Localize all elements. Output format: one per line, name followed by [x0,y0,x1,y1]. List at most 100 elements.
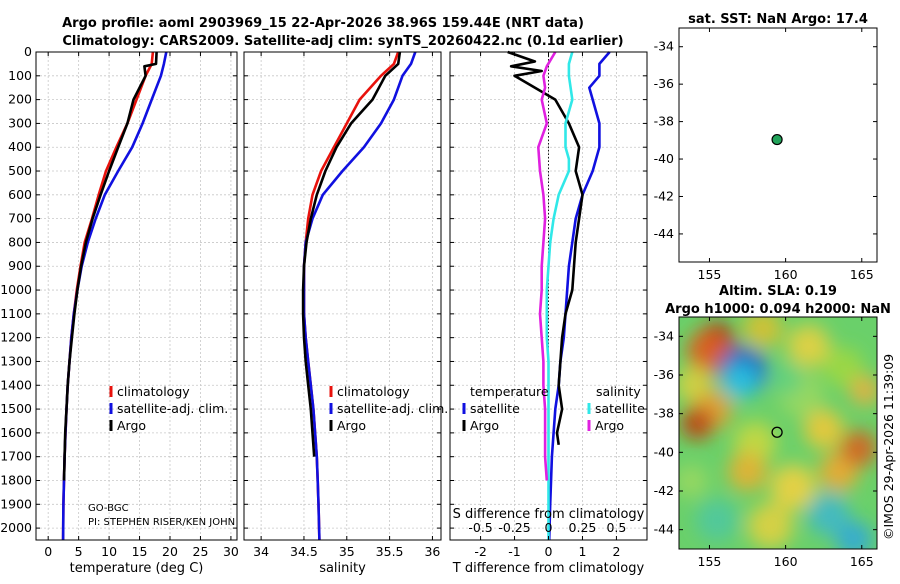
y-tick-label: 1600 [0,425,32,440]
y-tick-label: 500 [8,163,32,178]
title-line-2: Climatology: CARS2009. Satellite-adj cli… [62,34,623,49]
y-tick-label: 400 [8,139,32,154]
legend-entry-label: satellite-adj. clim. [117,401,228,416]
legend-temperature-title: temperature [470,384,549,399]
y-tick-label: 300 [8,115,32,130]
y-tick-label: -40 [654,444,674,459]
imos-credit: ©IMOS 29-Apr-2026 11:39:09 [881,354,896,540]
series-line-s-satellite [545,51,574,540]
x-tick-label: 35 [339,544,355,559]
y-tick-label: -38 [654,114,674,129]
sla-anomaly-blob [803,409,844,449]
x-tick-label: 15 [132,544,148,559]
sla-anomaly-blob [679,464,708,499]
y-tick-label: -34 [654,328,674,343]
title-line-1: Argo profile: aoml 2903969_15 22-Apr-202… [62,16,584,31]
y-tick-label: -34 [654,39,674,54]
sla-anomaly-blob [787,324,830,368]
series-line-satellite-adj-clim- [302,51,417,541]
x-axis-label: T difference from climatology [452,561,645,576]
y-tick-label: 200 [8,92,32,107]
y-tick-label: 1000 [0,282,32,297]
s-scale-tick-label: 0 [545,520,553,535]
sla-heatmap [679,317,877,549]
y-tick-label: -36 [654,76,674,91]
x-axis-label: temperature (deg C) [70,561,204,576]
y-tick-label: 0 [24,44,32,59]
y-tick-label: 600 [8,187,32,202]
y-tick-label: 800 [8,234,32,249]
s-scale-tick-label: 0.5 [606,520,626,535]
grid-lines [450,51,647,540]
sla-anomaly-blob [680,406,715,441]
y-tick-label: 1900 [0,496,32,511]
series-line-argo [62,51,158,481]
grid-lines [244,51,441,540]
legend-entry-label: satellite-adj. clim. [337,401,448,416]
y-tick-label: -38 [654,406,674,421]
difference-panel: -2 -1 0 1 2 T difference from climatology -0.5… [449,50,648,576]
x-tick-label: 34.5 [290,544,318,559]
s-scale-tick-label: -0.25 [498,520,530,535]
y-tick-label: -44 [654,226,674,241]
legend-entry-label: Argo [470,418,499,433]
y-tick-label: 1100 [0,306,32,321]
x-tick-label: 20 [162,544,178,559]
sla-anomaly-blob [835,521,873,549]
y-tick-label: 100 [8,68,32,83]
x-tick-label: 155 [698,267,722,282]
legend-entry-label: Argo [595,418,624,433]
y-tick-label: 1500 [0,401,32,416]
x-tick-label: 155 [698,554,722,569]
y-tick-label: -40 [654,151,674,166]
x-tick-label: 30 [223,544,239,559]
y-tick-label: -42 [654,483,674,498]
sla-anomaly-blob [840,430,877,467]
legend-entry-label: Argo [337,418,366,433]
y-tick-label: -42 [654,188,674,203]
x-tick-label: -2 [474,544,486,559]
y-tick-label: 2000 [0,520,32,535]
x-axis-label: salinity [319,561,366,576]
series-line-s-argo [536,51,557,481]
x-tick-label: 0 [44,544,52,559]
legend-entry-label: climatology [117,384,190,399]
s-scale-tick-label: -0.5 [468,520,492,535]
series-line-t-satellite [547,51,611,541]
y-tick-label: 1700 [0,449,32,464]
pi-label: PI: STEPHEN RISER/KEN JOHN [88,517,235,528]
sla-map-title-line-1: Altim. SLA: 0.19 [719,284,837,299]
sla-heatmap-field [679,317,877,549]
x-tick-label: 36 [424,544,440,559]
x-tick-label: 5 [75,544,83,559]
x-tick-label: 160 [774,267,798,282]
y-tick-label: 1200 [0,330,32,345]
program-label: GO-BGC [88,503,129,514]
legend-entry-label: Argo [117,418,146,433]
float-position-marker [771,426,783,438]
legend-entry-label: satellite [470,401,520,416]
sla-anomaly-blob [742,317,783,349]
sla-anomaly-blob [806,492,850,536]
x-tick-label: 165 [850,267,874,282]
x-tick-label: -1 [508,544,520,559]
x-tick-label: 2 [612,544,620,559]
legend-salinity-title: salinity [596,384,641,399]
series-line-t-argo [507,50,584,445]
sst-map-title: sat. SST: NaN Argo: 17.4 [688,12,868,27]
series-line-argo [301,51,402,457]
x-tick-label: 1 [578,544,586,559]
map-frame [678,316,878,550]
sla-anomaly-blob [727,451,768,492]
float-position-marker [771,133,783,146]
s-scale-tick-label: 0.25 [569,520,597,535]
y-tick-label: 900 [8,258,32,273]
y-tick-label: 1400 [0,377,32,392]
x-tick-label: 165 [850,554,874,569]
plot-frame [35,51,238,541]
salinity-panel: 34 34.5 35 35.5 36 salinity climatology satelli… [243,51,448,576]
sst-map-panel: sat. SST: NaN Argo: 17.4 155 160 165 -34 -36 -… [654,12,878,282]
x-tick-label: 35.5 [376,544,404,559]
